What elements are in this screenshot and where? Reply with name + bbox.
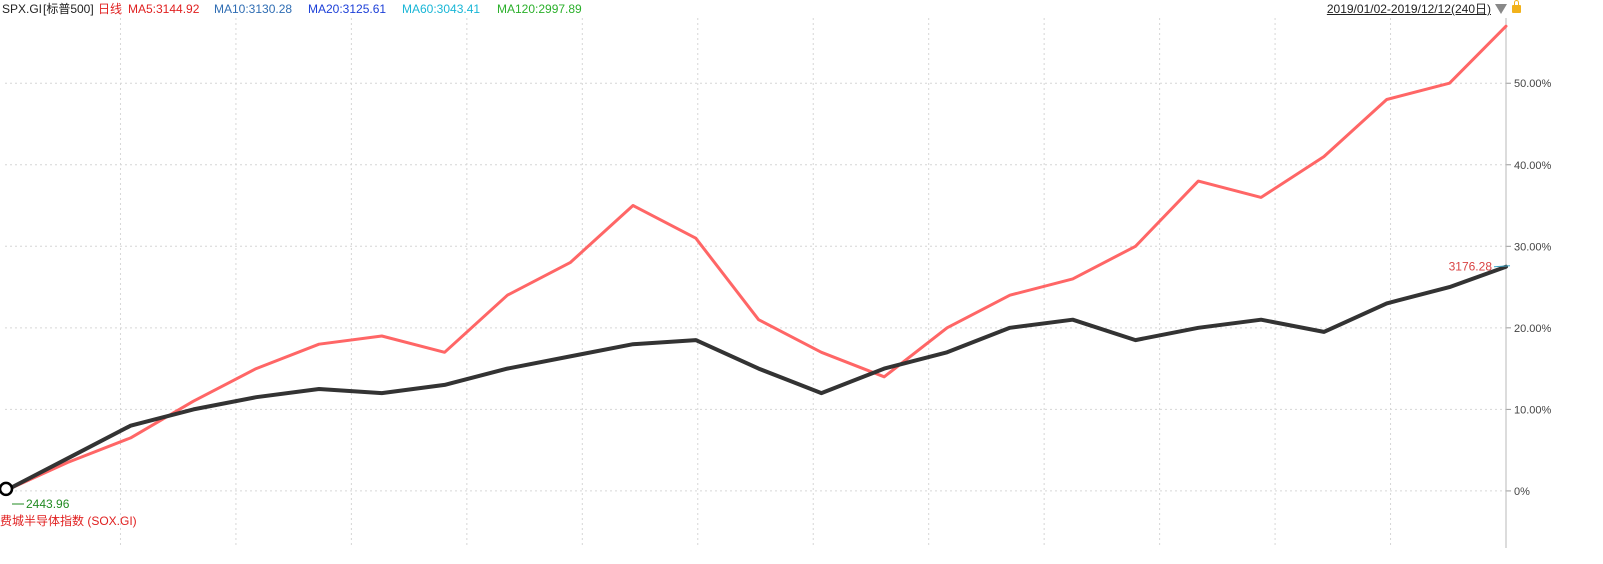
ma20-label: MA20:3125.61 (308, 2, 387, 16)
ma60-label: MA60:3043.41 (402, 2, 481, 16)
y-tick-label: 10.00% (1514, 404, 1552, 416)
y-tick-label: 30.00% (1514, 241, 1552, 253)
y-tick-label: 0% (1514, 486, 1530, 498)
last-value-label: 3176.28 (1449, 260, 1493, 274)
start-value-label: 2443.96 (26, 497, 70, 511)
lock-icon[interactable] (1512, 0, 1521, 13)
ma10-label: MA10:3130.28 (214, 2, 293, 16)
chart-header: SPX.GI [标普500] 日线 MA5:3144.92 MA10:3130.… (0, 0, 1603, 18)
start-marker (0, 481, 14, 497)
dropdown-icon[interactable] (1495, 4, 1507, 14)
index-name-label: [标普500] (43, 2, 94, 16)
y-tick-label: 50.00% (1514, 78, 1552, 90)
y-tick-label: 20.00% (1514, 323, 1552, 335)
ma5-label: MA5:3144.92 (128, 2, 200, 16)
spx-series-line (3, 264, 1508, 493)
date-range-label[interactable]: 2019/01/02-2019/12/12(240日) (1326, 2, 1491, 16)
last-value-leader (1493, 265, 1511, 268)
compare-series-label: 费城半导体指数 (SOX.GI) (0, 513, 137, 528)
y-tick-label: 40.00% (1514, 160, 1552, 172)
symbol-label: SPX.GI (2, 2, 43, 16)
ma120-label: MA120:2997.89 (497, 2, 582, 16)
grid-lines (5, 18, 1506, 548)
period-label[interactable]: 日线 (98, 2, 123, 16)
sox-series-line (3, 24, 1508, 493)
